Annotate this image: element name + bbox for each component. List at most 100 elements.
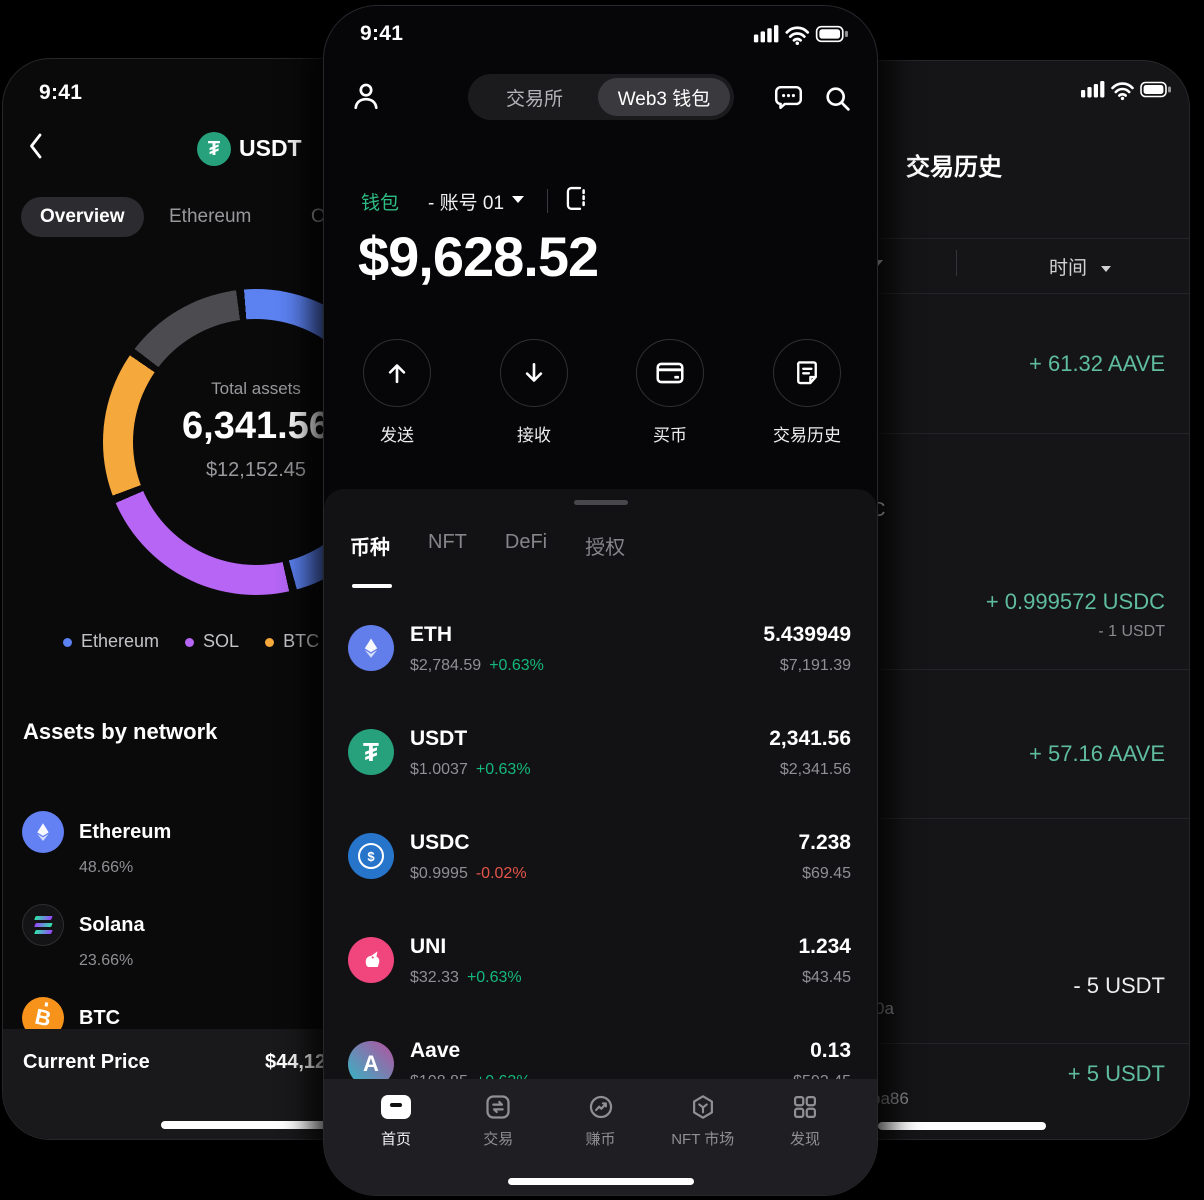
tab-approvals[interactable]: 授权: [585, 537, 626, 559]
eth-icon: [348, 625, 394, 671]
current-price-label: Current Price: [23, 1051, 150, 1073]
nav-nft-market[interactable]: NFT 市场: [661, 1091, 745, 1195]
account-caret-icon[interactable]: [512, 196, 524, 203]
tx-left-fragment: ba86: [871, 1089, 909, 1108]
ethereum-icon: [22, 811, 64, 853]
battery-icon: [815, 25, 848, 43]
section-title-assets-by-network: Assets by network: [23, 719, 218, 744]
chat-icon: [775, 85, 802, 110]
home-indicator[interactable]: [161, 1121, 339, 1129]
legend-item-ethereum: Ethereum: [63, 631, 159, 652]
total-assets-usd: $12,152.45: [205, 459, 307, 481]
wifi-icon: [1111, 82, 1134, 97]
divider: [547, 189, 548, 213]
page-title: USDT: [239, 135, 302, 161]
tab-web3-wallet[interactable]: Web3 钱包: [598, 78, 730, 116]
tx-history-title: 交易历史: [906, 154, 1002, 181]
scan-button[interactable]: [562, 184, 590, 214]
sheet-tabs: 币种 NFT DeFi 授权: [350, 531, 625, 560]
back-chevron-icon: [30, 133, 42, 159]
uni-icon: [348, 937, 394, 983]
tab-overview[interactable]: Overview: [21, 197, 144, 237]
status-icons: [753, 23, 851, 46]
send-button[interactable]: 发送: [337, 339, 457, 446]
document-icon: [796, 361, 817, 385]
total-balance: $9,628.52: [358, 225, 599, 288]
search-button[interactable]: [823, 84, 852, 113]
home-indicator[interactable]: [507, 1178, 694, 1185]
battery-icon: [1140, 81, 1171, 98]
tx-left-fragment: 0a: [875, 999, 894, 1018]
mode-switcher: 交易所 Web3 钱包: [468, 74, 734, 120]
filter-divider: [956, 250, 957, 276]
signal-icon: [1081, 81, 1105, 98]
chart-legend: Ethereum SOL BTC: [63, 631, 319, 652]
tx-amount[interactable]: + 57.16 AAVE: [1029, 741, 1165, 766]
buy-crypto-button[interactable]: 买币: [610, 339, 730, 446]
usdt-icon: ₮: [197, 132, 231, 166]
nav-trade[interactable]: 交易: [456, 1091, 540, 1195]
wifi-icon: [785, 26, 810, 42]
discover-icon: [793, 1095, 817, 1119]
tx-amount[interactable]: - 5 USDT: [1073, 973, 1165, 998]
tx-history-button[interactable]: 交易历史: [747, 339, 867, 446]
tx-amount[interactable]: + 61.32 AAVE: [1029, 351, 1165, 376]
solana-icon: [22, 904, 64, 946]
status-time: 9:41: [39, 81, 83, 104]
drag-handle[interactable]: [573, 500, 628, 505]
token-row-eth[interactable]: ETH $2,784.59 +0.63% 5.439949 $7,191.39: [324, 619, 877, 723]
status-icons: [1081, 79, 1173, 101]
tab-next[interactable]: O: [311, 206, 326, 227]
legend-item-sol: SOL: [185, 631, 239, 652]
center-phone: 9:41: [323, 5, 878, 1196]
earn-icon: [589, 1095, 612, 1119]
legend-dot-ethereum: [63, 638, 72, 647]
chevron-down-icon: [1101, 266, 1112, 272]
arrow-up-icon: [388, 364, 406, 384]
arrow-down-icon: [525, 362, 543, 382]
usdt-icon: ₮: [348, 729, 394, 775]
tx-amount[interactable]: + 0.999572 USDC: [985, 589, 1165, 614]
person-icon: [354, 83, 378, 110]
token-row-usdt[interactable]: ₮ USDT $1.0037 +0.63% 2,341.56 $2,341.56: [324, 723, 877, 827]
nav-discover[interactable]: 发现: [763, 1091, 847, 1195]
tx-sub-amount: - 1 USDT: [1098, 623, 1165, 640]
tab-ethereum[interactable]: Ethereum: [169, 206, 252, 227]
account-label[interactable]: - 账号 01: [428, 193, 505, 214]
usdc-icon: $: [348, 833, 394, 879]
back-button[interactable]: [25, 131, 47, 161]
tab-exchange[interactable]: 交易所: [505, 88, 563, 110]
total-assets-value: 6,341.56: [182, 405, 330, 447]
legend-dot-btc: [265, 638, 275, 647]
home-indicator[interactable]: [878, 1122, 1046, 1130]
token-row-usdc[interactable]: $ USDC $0.9995 -0.02% 7.238 $69.45: [324, 827, 877, 931]
active-tab-underline: [352, 584, 392, 588]
tab-defi[interactable]: DeFi: [504, 531, 548, 553]
total-assets-label: Total assets: [211, 379, 301, 398]
filter-time[interactable]: 时间: [1049, 253, 1112, 280]
tab-coins[interactable]: 币种: [350, 537, 390, 559]
tx-amount[interactable]: + 5 USDT: [1067, 1061, 1165, 1086]
nft-icon: [692, 1095, 713, 1119]
profile-button[interactable]: [350, 80, 382, 112]
legend-dot-sol: [185, 638, 195, 647]
nav-home[interactable]: 首页: [354, 1091, 438, 1195]
token-row-uni[interactable]: UNI $32.33 +0.63% 1.234 $43.45: [324, 931, 877, 1035]
legend-item-btc: BTC: [265, 631, 319, 652]
home-icon: [381, 1095, 411, 1119]
card-icon: [656, 362, 684, 384]
bottom-nav: 首页 交易 赚币 NFT 市场: [324, 1079, 877, 1195]
signal-icon: [753, 25, 779, 43]
search-icon: [826, 87, 850, 111]
wallet-label: 钱包: [361, 193, 400, 214]
tab-nft[interactable]: NFT: [428, 531, 467, 553]
assets-sheet: 币种 NFT DeFi 授权 ETH $2,784.59 +0.63% 5.439…: [324, 489, 877, 1195]
chat-button[interactable]: [773, 82, 804, 113]
receive-button[interactable]: 接收: [474, 339, 594, 446]
current-price-value: $44,12: [265, 1051, 327, 1073]
status-time: 9:41: [360, 22, 404, 45]
filter-caret-left[interactable]: [873, 260, 883, 266]
nav-earn[interactable]: 赚币: [559, 1091, 643, 1195]
scan-icon: [566, 186, 585, 210]
